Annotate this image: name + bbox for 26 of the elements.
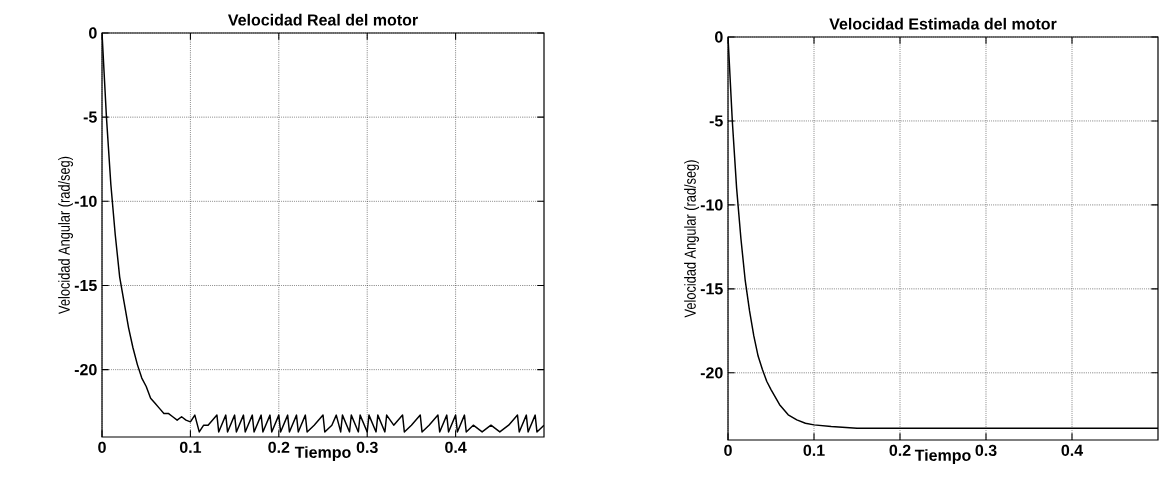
- y-axis-title: Velocidad Angular (rad/seg): [684, 160, 700, 318]
- x-tick-label: 0.3: [356, 441, 378, 454]
- x-tick-label: 0.3: [975, 444, 997, 457]
- y-tick-label: -20: [74, 363, 97, 376]
- x-axis-title: Tiempo: [294, 446, 351, 462]
- x-axis-title: Tiempo: [914, 449, 971, 465]
- x-tick-label: 0: [724, 444, 732, 457]
- y-tick-label: -15: [700, 283, 723, 295]
- x-tick-label: 0.1: [803, 444, 825, 457]
- y-tick-label: -15: [74, 279, 97, 292]
- x-tick-label: 0: [98, 441, 106, 454]
- x-tick-label: 0.2: [268, 441, 290, 454]
- y-tick-label: -10: [700, 199, 723, 211]
- chart-title: Velocidad Real del motor: [227, 13, 418, 26]
- x-tick-label: 0.1: [179, 441, 202, 454]
- y-tick-label: 0: [89, 27, 97, 39]
- chart-title: Velocidad Estimada del motor: [829, 17, 1057, 30]
- y-tick-label: -5: [83, 111, 97, 123]
- y-tick-label: 0: [715, 31, 723, 43]
- y-tick-label: -20: [700, 367, 723, 379]
- x-tick-label: 0.4: [445, 441, 467, 454]
- x-tick-label: 0.2: [889, 444, 911, 457]
- y-tick-label: -5: [709, 115, 723, 127]
- y-axis-title: Velocidad Angular (rad/seg): [58, 156, 74, 314]
- y-tick-label: -10: [74, 195, 97, 207]
- x-tick-label: 0.4: [1061, 444, 1084, 457]
